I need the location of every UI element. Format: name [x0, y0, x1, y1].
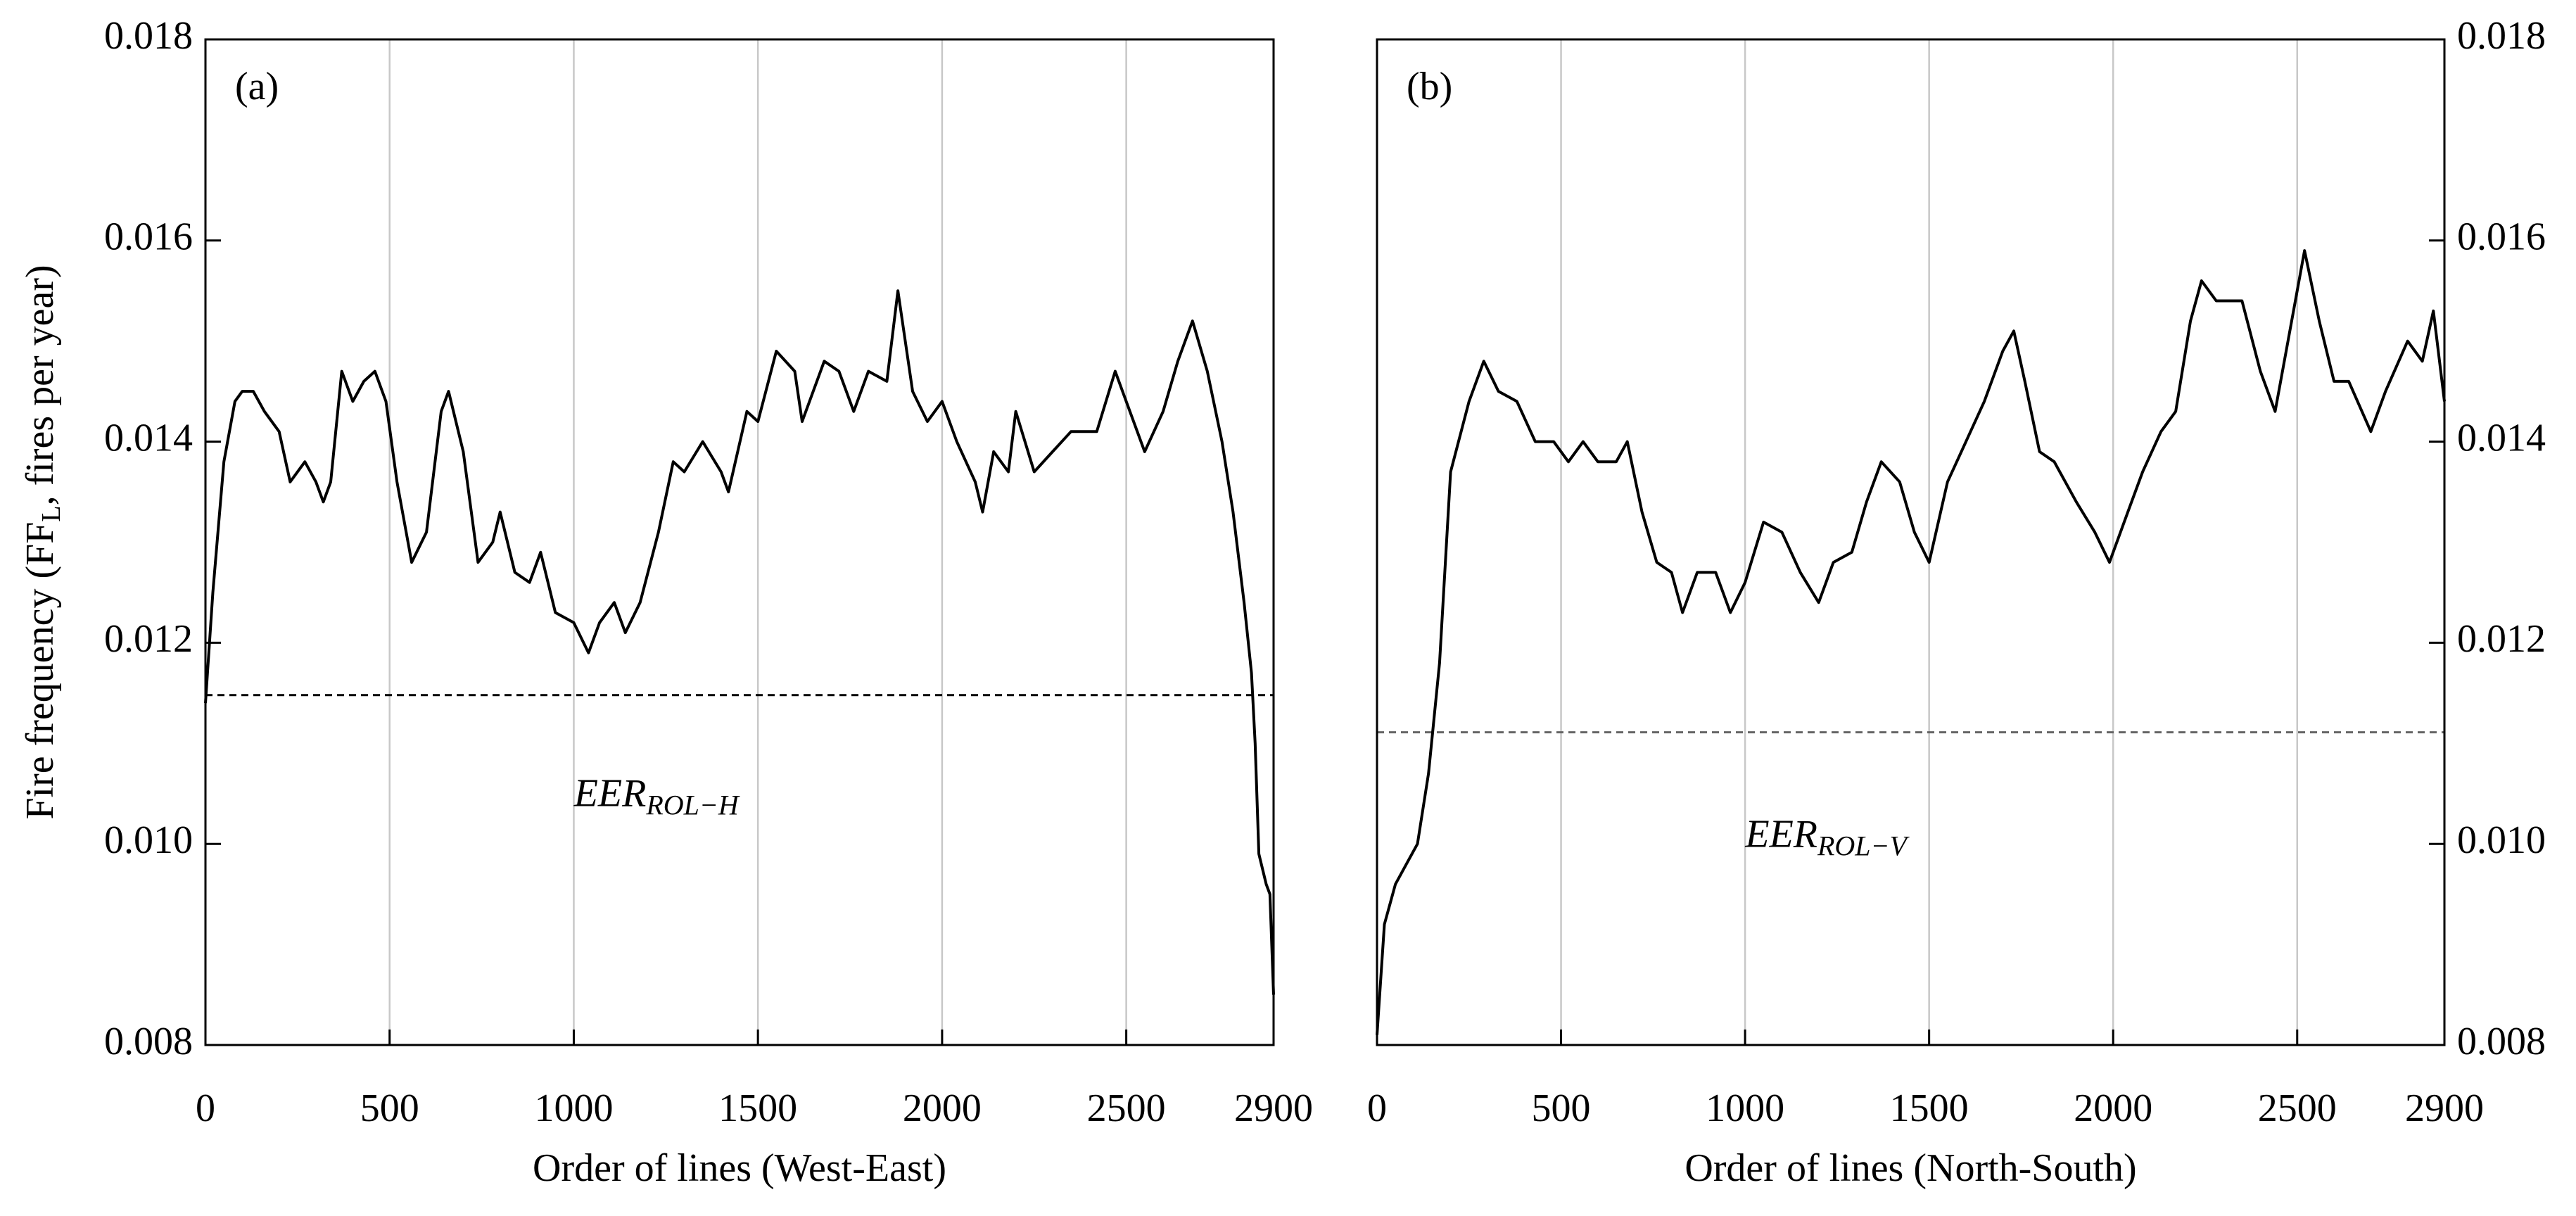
y-tick-label: 0.014 — [104, 416, 193, 460]
x-tick-label: 2000 — [2074, 1087, 2152, 1130]
y-tick-label: 0.010 — [104, 818, 193, 862]
reference-label-main: EER — [573, 772, 647, 816]
x-tick-label: 1500 — [1890, 1087, 1969, 1130]
x-tick-label: 2900 — [2405, 1087, 2484, 1130]
x-axis-label: Order of lines (West-East) — [533, 1146, 946, 1190]
plot-frame — [1376, 38, 2446, 1046]
y-axis-label: Fire frequency (FFL, fires per year) — [18, 265, 66, 819]
x-tick-label: 2000 — [903, 1087, 982, 1130]
x-tick-label: 0 — [196, 1087, 215, 1130]
plot-frame — [204, 38, 1275, 1046]
x-tick-label: 2500 — [1087, 1087, 1166, 1130]
reference-label: EERROL−V — [1744, 812, 1910, 861]
panel-label: (b) — [1407, 65, 1452, 108]
y-tick-label: 0.016 — [2457, 215, 2546, 259]
x-tick-label: 1000 — [534, 1087, 613, 1130]
y-tick-label: 0.014 — [2457, 416, 2546, 460]
x-tick-label: 2900 — [1234, 1087, 1313, 1130]
y-tick-label: 0.012 — [104, 617, 193, 661]
y-tick-label: 0.012 — [2457, 617, 2546, 661]
reference-label-sub: ROL−V — [1817, 830, 1910, 862]
y-tick-label: 0.010 — [2457, 818, 2546, 862]
data-line — [204, 289, 1275, 995]
x-axis-label: Order of lines (North-South) — [1684, 1146, 2136, 1190]
y-tick-label: 0.008 — [104, 1020, 193, 1063]
x-tick-label: 1500 — [718, 1087, 797, 1130]
reference-label-sub: ROL−H — [645, 790, 740, 821]
x-tick-label: 1000 — [1706, 1087, 1784, 1130]
y-tick-label: 0.008 — [2457, 1020, 2546, 1063]
y-tick-label: 0.018 — [104, 14, 193, 58]
y-axis-label-sub: L — [37, 505, 66, 521]
x-tick-label: 2500 — [2258, 1087, 2337, 1130]
reference-label: EERROL−H — [573, 772, 740, 821]
x-tick-label: 500 — [1532, 1087, 1591, 1130]
y-axis-label-part: Fire frequency (FF — [18, 522, 62, 820]
x-tick-label: 0 — [1367, 1087, 1387, 1130]
data-line — [1376, 249, 2446, 1035]
x-tick-label: 500 — [360, 1087, 419, 1130]
reference-label-main: EER — [1744, 812, 1817, 856]
panel-label: (a) — [235, 65, 279, 108]
y-tick-label: 0.018 — [2457, 14, 2546, 58]
y-tick-label: 0.016 — [104, 215, 193, 259]
y-axis-label-part: , fires per year) — [18, 265, 62, 505]
